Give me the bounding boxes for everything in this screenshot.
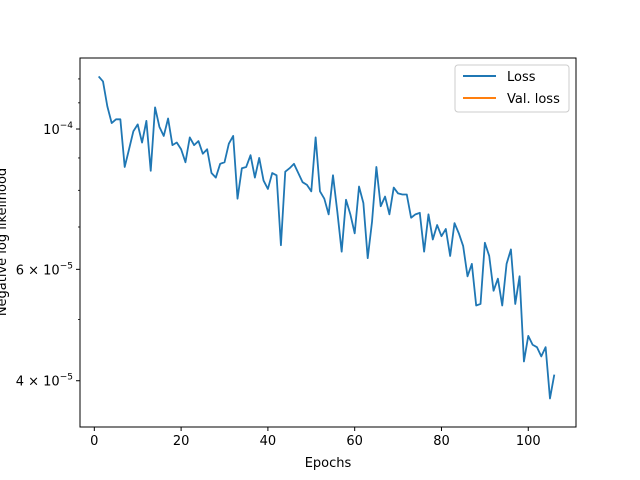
legend-val-loss-label: Val. loss bbox=[507, 92, 560, 107]
series-layer bbox=[97, 75, 556, 400]
legend: Loss Val. loss bbox=[454, 64, 570, 113]
x-tick-label: 20 bbox=[173, 434, 190, 449]
y-tick-label: 6 × 10−5 bbox=[16, 261, 73, 278]
y-axis-ticks: 10−4 6 × 10−5 4 × 10−5 bbox=[16, 78, 80, 390]
plot-frame bbox=[79, 57, 577, 428]
y-tick-label: 4 × 10−5 bbox=[16, 373, 73, 390]
x-tick-label: 100 bbox=[516, 434, 541, 449]
y-tick-label: 10−4 bbox=[43, 121, 73, 138]
x-axis-ticks: 0 20 40 60 80 100 bbox=[90, 427, 541, 449]
x-tick-label: 40 bbox=[260, 434, 277, 449]
x-tick-label: 0 bbox=[90, 434, 98, 449]
x-axis-label: Epochs bbox=[305, 456, 352, 471]
x-tick-label: 60 bbox=[346, 434, 363, 449]
y-axis-label: Negative log likelihood bbox=[0, 168, 10, 316]
series-line-loss bbox=[97, 75, 556, 400]
legend-loss-label: Loss bbox=[507, 70, 536, 85]
x-tick-label: 80 bbox=[433, 434, 450, 449]
